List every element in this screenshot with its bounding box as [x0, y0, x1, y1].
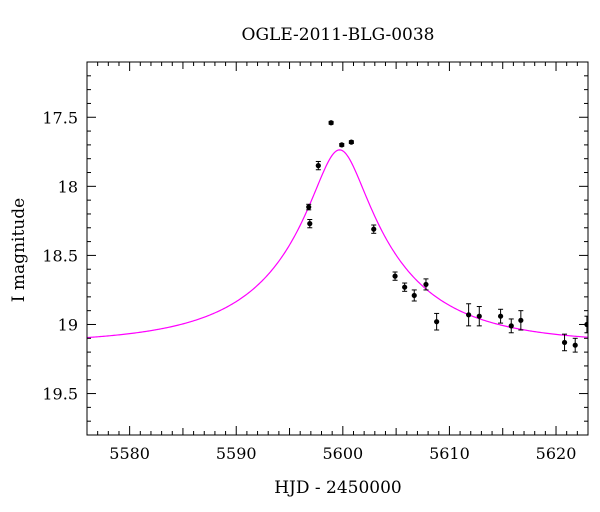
chart-title: OGLE-2011-BLG-0038: [242, 25, 435, 45]
data-marker: [561, 339, 568, 346]
data-point: [306, 203, 312, 211]
data-point: [339, 142, 345, 148]
data-marker: [572, 342, 578, 348]
x-axis-label: HJD - 2450000: [274, 478, 402, 498]
data-marker: [328, 120, 334, 126]
data-marker: [392, 273, 398, 279]
x-tick-label: 5590: [216, 444, 257, 463]
data-point: [497, 308, 504, 324]
y-tick-label: 17.5: [42, 108, 78, 127]
x-tick-label: 5610: [429, 444, 470, 463]
data-point: [572, 337, 578, 353]
data-point: [508, 318, 514, 334]
data-marker: [518, 317, 524, 323]
data-point: [392, 271, 398, 281]
data-point: [348, 139, 354, 145]
data-point: [411, 289, 417, 302]
data-marker: [306, 204, 312, 210]
y-tick-label: 19.5: [42, 385, 78, 404]
model-curve: [87, 149, 588, 339]
data-point: [315, 160, 321, 171]
data-marker: [434, 319, 440, 325]
data-marker: [411, 292, 417, 299]
data-point: [402, 282, 408, 292]
data-point: [328, 120, 334, 126]
data-point: [466, 303, 472, 327]
data-point: [423, 278, 429, 291]
data-marker: [315, 163, 321, 169]
data-marker: [402, 284, 408, 290]
data-marker: [476, 313, 482, 319]
data-point: [371, 224, 377, 234]
data-marker: [339, 142, 345, 148]
data-marker: [508, 323, 514, 329]
data-point: [434, 312, 440, 331]
x-tick-label: 5600: [322, 444, 363, 463]
y-tick-label: 19: [58, 315, 78, 334]
data-point: [476, 306, 482, 327]
plot-area: [87, 120, 588, 353]
y-tick-label: 18: [58, 177, 78, 196]
data-marker: [497, 313, 504, 319]
plot-frame: [86, 61, 589, 436]
data-point: [307, 218, 313, 229]
x-tick-label: 5620: [536, 444, 577, 463]
data-marker: [466, 312, 472, 318]
axis-ticks: 5580 5590 5600 5610 5620 17.5 18 18.5 19 19.5: [42, 61, 589, 463]
data-marker: [371, 226, 377, 232]
data-marker: [348, 139, 354, 145]
y-tick-label: 18.5: [42, 246, 78, 265]
data-marker: [307, 221, 313, 227]
data-point: [518, 310, 524, 331]
y-axis-label: I magnitude: [9, 198, 29, 302]
x-tick-label: 5580: [109, 444, 150, 463]
data-marker: [423, 281, 429, 288]
data-point: [561, 333, 568, 352]
